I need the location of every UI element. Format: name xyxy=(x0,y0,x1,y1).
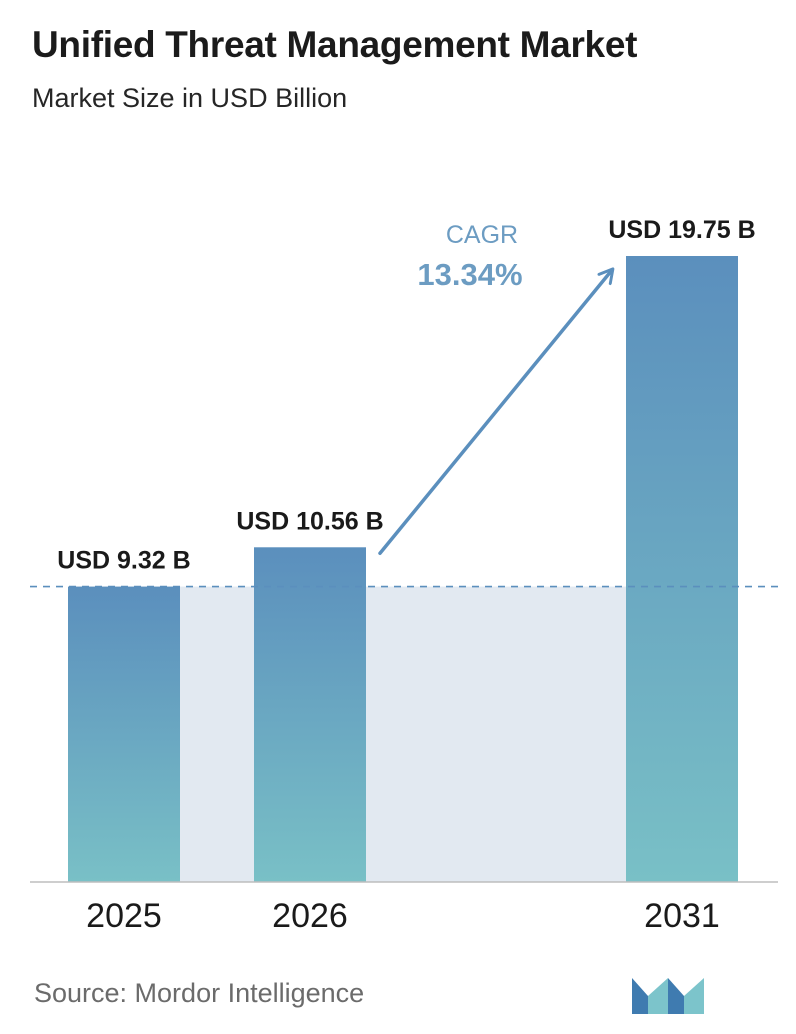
value-label-2025: USD 9.32 B xyxy=(57,547,190,575)
value-label-2031: USD 19.75 B xyxy=(608,216,755,244)
x-tick-label-2025: 2025 xyxy=(86,897,162,935)
bar-2026 xyxy=(254,547,366,882)
source-note: Source: Mordor Intelligence xyxy=(34,978,365,1008)
mordor-intelligence-logo-icon xyxy=(632,978,704,1014)
value-label-2026: USD 10.56 B xyxy=(236,507,383,535)
bar-2025 xyxy=(68,586,180,882)
x-tick-label-2031: 2031 xyxy=(644,897,720,935)
cagr-value: 13.34% xyxy=(417,257,522,292)
bar-2031 xyxy=(626,256,738,882)
chart-subtitle: Market Size in USD Billion xyxy=(32,83,348,113)
cagr-label: CAGR xyxy=(446,221,518,249)
cagr-arrow xyxy=(378,267,615,556)
chart-title: Unified Threat Management Market xyxy=(32,24,638,65)
x-tick-label-2026: 2026 xyxy=(272,897,348,935)
